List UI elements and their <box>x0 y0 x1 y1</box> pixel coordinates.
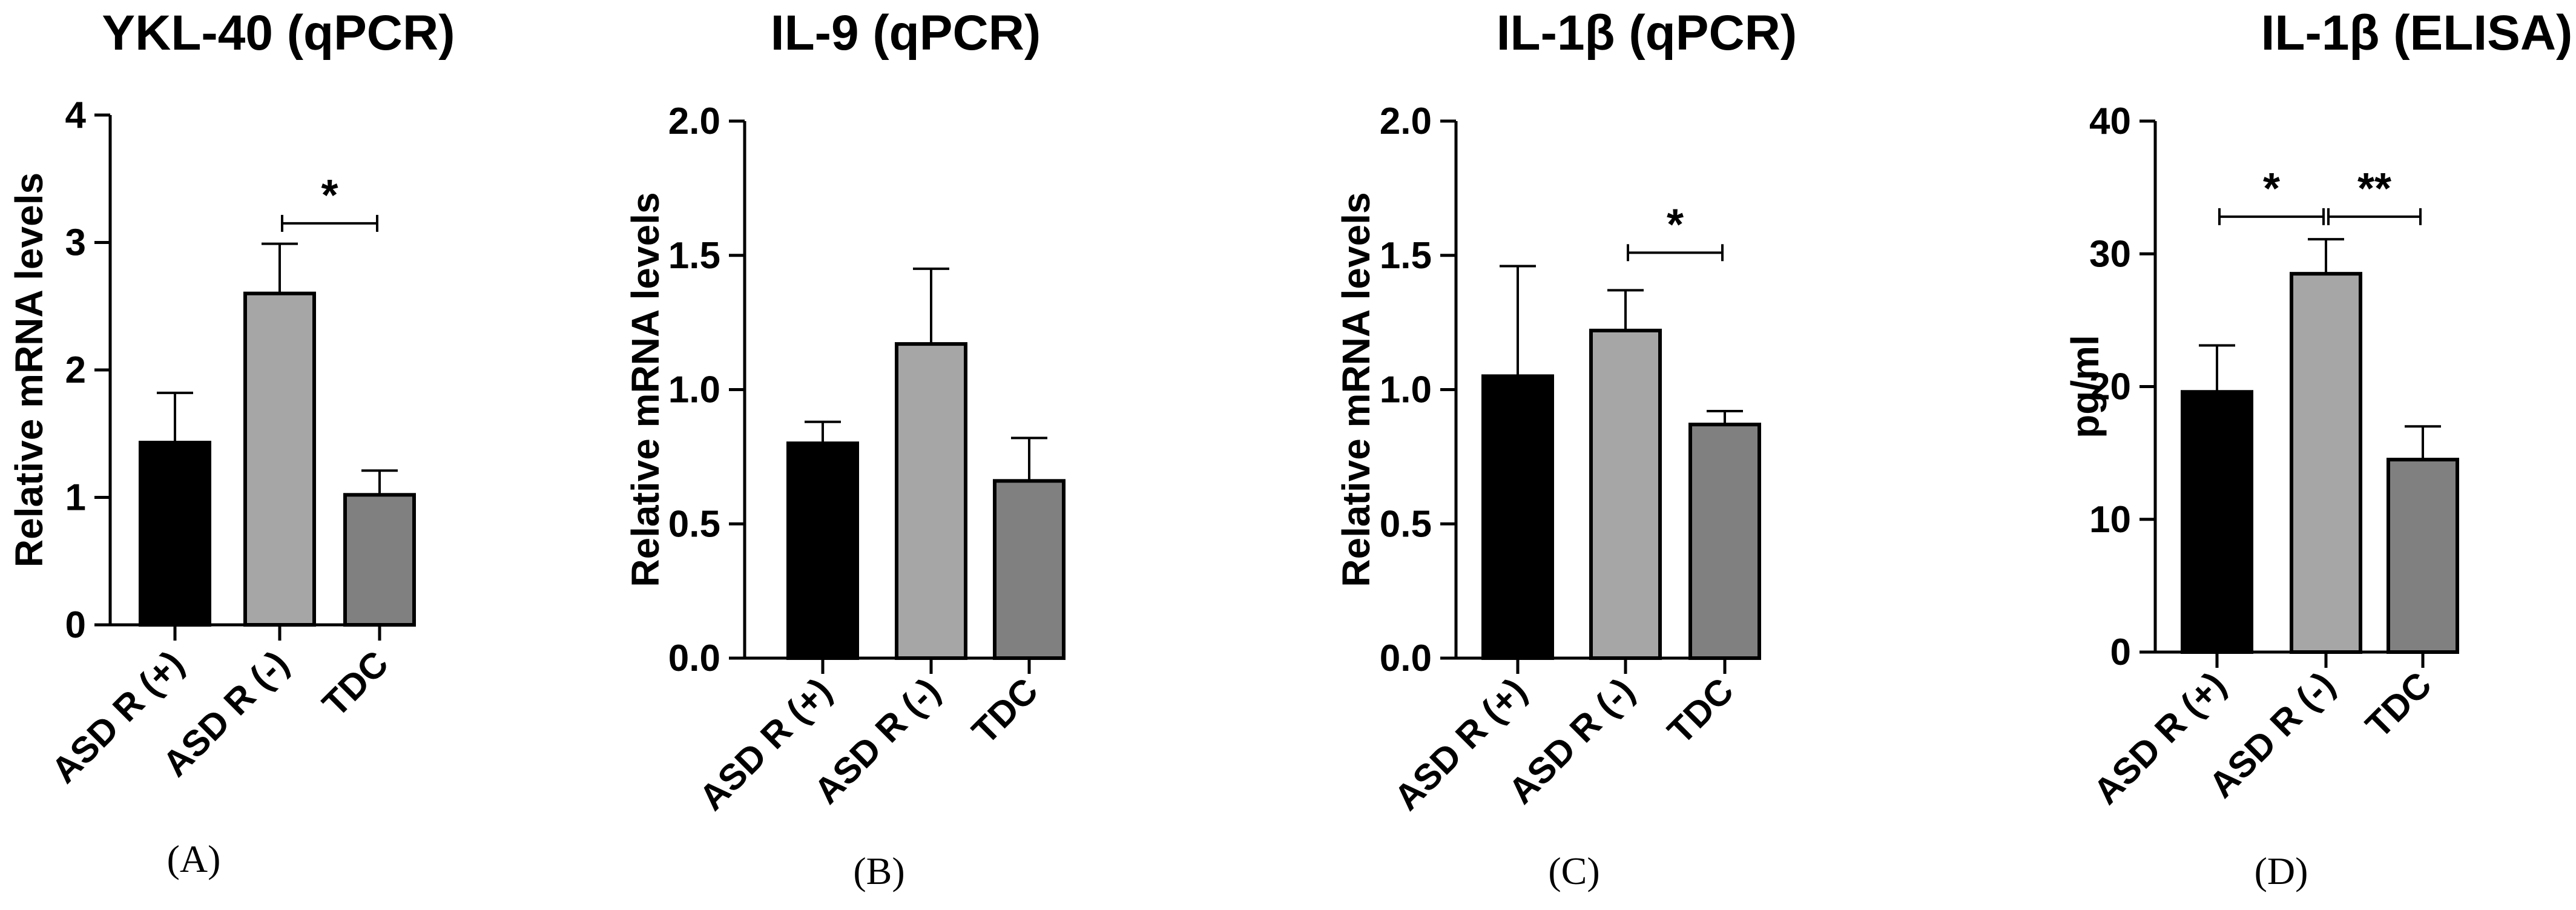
chart-panel-c: IL-1β (qPCR) Relative mRNA levels 0.0 0.5 1.… <box>1334 5 1797 892</box>
significance-label: * <box>2263 165 2280 213</box>
y-tick-label: 30 <box>2089 233 2131 275</box>
bar-1 <box>1481 374 1554 660</box>
x-tick-label: ASD R (+) <box>1386 670 1534 818</box>
bar-3 <box>993 479 1066 660</box>
y-tick-label: 0.0 <box>668 638 720 679</box>
panel-label: (A) <box>167 837 221 880</box>
x-tick-label: TDC <box>2358 664 2440 746</box>
bar-2 <box>243 291 316 627</box>
chart-title: YKL-40 (qPCR) <box>102 5 455 61</box>
x-tick-label: ASD R (+) <box>691 670 839 818</box>
bar-2 <box>2290 272 2362 654</box>
y-tick-label: 4 <box>65 94 87 136</box>
y-tick-label: 0.0 <box>1380 638 1432 679</box>
chart-title: IL-1β (qPCR) <box>1497 5 1797 61</box>
y-tick-label: 1 <box>65 477 86 519</box>
x-tick-label: TDC <box>1660 670 1742 752</box>
bar-1 <box>2181 390 2253 654</box>
bar-2 <box>1589 328 1662 660</box>
bar-2 <box>895 342 967 660</box>
panel-label: (D) <box>2255 849 2308 892</box>
y-axis-label: pg/ml <box>2063 335 2107 438</box>
significance-label: * <box>1667 200 1684 249</box>
y-tick-label: 0 <box>2110 631 2131 673</box>
y-tick-label: 3 <box>65 222 86 264</box>
panel-label: (B) <box>853 849 904 892</box>
y-axis-label: Relative mRNA levels <box>7 173 51 567</box>
x-tick-label: TDC <box>315 643 397 725</box>
y-tick-label: 0.5 <box>668 503 720 545</box>
y-tick-label: 1.0 <box>1380 369 1432 411</box>
chart-title: IL-9 (qPCR) <box>771 5 1041 61</box>
bar-3 <box>1688 423 1761 661</box>
y-axis-label: Relative mRNA levels <box>624 192 667 587</box>
bar-3 <box>343 493 416 627</box>
bar-1 <box>139 440 211 627</box>
chart-title: IL-1β (ELISA) <box>2261 5 2573 61</box>
y-tick-label: 40 <box>2089 101 2131 142</box>
y-tick-label: 0 <box>65 604 86 646</box>
y-tick-label: 0.5 <box>1380 503 1432 545</box>
bar-3 <box>2387 458 2459 654</box>
significance-label: ** <box>2357 165 2391 213</box>
y-tick-label: 20 <box>2089 366 2131 408</box>
y-tick-label: 1.0 <box>668 369 720 411</box>
y-tick-label: 10 <box>2089 499 2131 541</box>
x-tick-label: TDC <box>964 670 1046 752</box>
y-tick-label: 2.0 <box>1380 101 1432 142</box>
significance-label: * <box>321 171 338 220</box>
y-tick-label: 2.0 <box>668 101 720 142</box>
x-tick-label: ASD R (+) <box>2086 664 2233 812</box>
chart-panel-a: YKL-40 (qPCR)Relative mRNA levels01234AS… <box>7 5 455 880</box>
y-tick-label: 2 <box>65 349 86 391</box>
y-tick-label: 1.5 <box>1380 235 1432 277</box>
y-axis-label: Relative mRNA levels <box>1334 192 1378 587</box>
panel-label: (C) <box>1548 849 1599 892</box>
chart-panel-b: IL-9 (qPCR) Relative mRNA levels 0.0 0.5 1.0… <box>624 5 1066 892</box>
y-tick-label: 1.5 <box>668 235 720 277</box>
bar-1 <box>786 441 859 660</box>
